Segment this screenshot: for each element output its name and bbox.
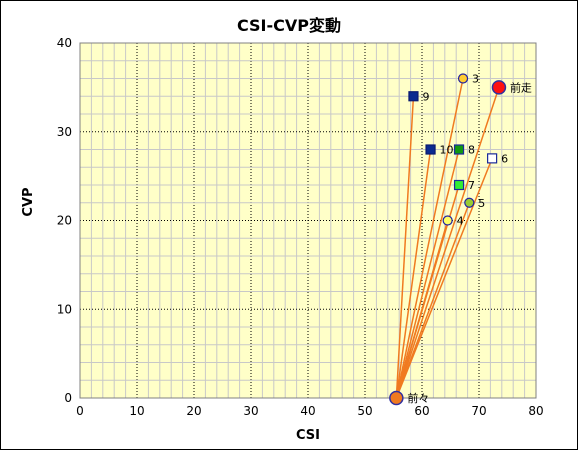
point-前走 (491, 80, 507, 95)
connector-line (395, 158, 493, 399)
point-label: 8 (468, 144, 475, 157)
x-tick-label: 20 (186, 404, 201, 418)
point-label: 前々 (407, 391, 429, 405)
x-tick-label: 70 (471, 404, 486, 418)
point-5 (464, 197, 475, 208)
connector-line (395, 202, 471, 399)
connector-line (395, 78, 464, 399)
connector-line (395, 149, 432, 399)
x-tick-label: 50 (357, 404, 372, 418)
plot-border (79, 42, 537, 399)
y-tick-label: 30 (57, 125, 72, 139)
point-label: 7 (468, 179, 475, 192)
y-tick-label: 0 (64, 391, 72, 405)
point-label: 9 (422, 90, 429, 103)
connector-line (395, 149, 460, 399)
x-tick-label: 30 (243, 404, 258, 418)
point-label: 4 (457, 215, 464, 228)
point-10 (425, 144, 436, 155)
connector-line (395, 87, 500, 399)
point-9 (408, 91, 419, 102)
point-label: 6 (501, 152, 508, 165)
x-tick-label: 80 (528, 404, 543, 418)
x-axis-label: CSI (296, 428, 320, 443)
point-7 (453, 179, 465, 191)
point-label: 5 (478, 197, 485, 210)
y-tick-label: 20 (57, 214, 72, 228)
point-3 (457, 73, 469, 84)
x-tick-label: 10 (129, 404, 144, 418)
point-前々 (389, 390, 404, 406)
x-tick-label: 40 (300, 404, 315, 418)
point-label: 10 (440, 144, 454, 157)
x-tick-label: 60 (414, 404, 429, 418)
point-label: 前走 (510, 80, 532, 94)
y-tick-label: 40 (57, 36, 72, 50)
point-6 (487, 153, 498, 164)
point-8 (453, 144, 465, 155)
point-4 (442, 215, 453, 226)
chart-title: CSI-CVP変動 (236, 16, 341, 35)
point-label: 3 (472, 73, 479, 86)
connector-line (395, 96, 415, 399)
x-tick-label: 0 (76, 404, 84, 418)
y-tick-label: 10 (57, 302, 72, 316)
